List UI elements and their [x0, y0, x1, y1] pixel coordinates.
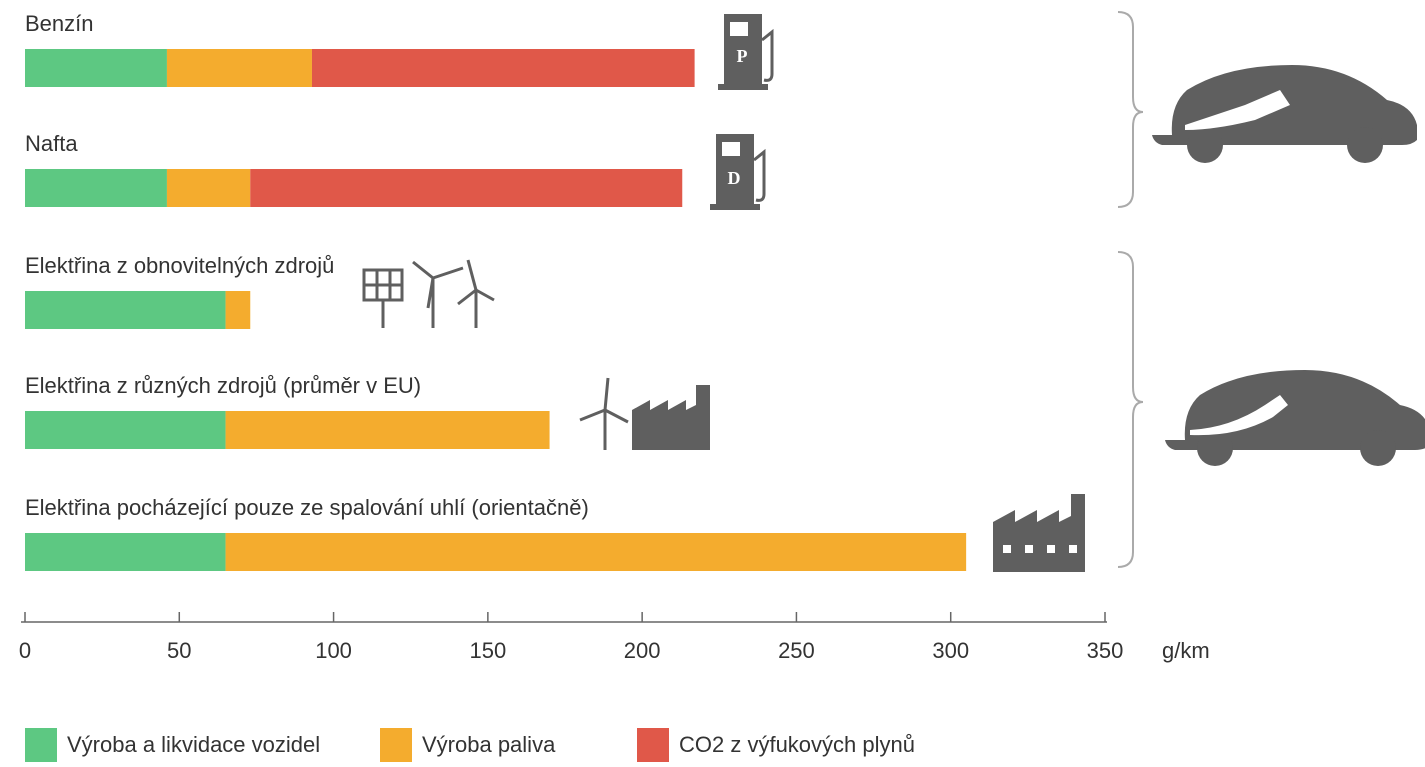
legend-label: Výroba paliva — [422, 732, 556, 757]
legend-label: CO2 z výfukových plynů — [679, 732, 915, 757]
x-tick-label: 0 — [19, 638, 31, 663]
bar-segment — [25, 533, 226, 571]
car-icon — [1152, 65, 1417, 163]
bar-segment — [25, 411, 226, 449]
x-tick-label: 350 — [1087, 638, 1124, 663]
pump-letter: D — [728, 168, 741, 188]
x-tick-label: 150 — [469, 638, 506, 663]
x-axis-label: g/km — [1162, 638, 1210, 663]
bar-segment — [167, 169, 250, 207]
bar-segment — [25, 169, 167, 207]
mix-icon — [580, 378, 710, 450]
bar-segment — [250, 169, 682, 207]
bar-segment — [226, 291, 251, 329]
bar-segment — [312, 49, 695, 87]
pump-icon: P — [718, 14, 772, 90]
brace — [1118, 12, 1143, 207]
category-label: Nafta — [25, 131, 78, 156]
renewables-icon — [364, 260, 494, 328]
bar-segment — [167, 49, 312, 87]
bar-segment — [25, 291, 226, 329]
x-tick-label: 300 — [932, 638, 969, 663]
legend-swatch — [380, 728, 412, 762]
bar-segment — [226, 411, 550, 449]
category-label: Elektřina z obnovitelných zdrojů — [25, 253, 334, 278]
x-tick-label: 50 — [167, 638, 191, 663]
category-label: Elektřina pocházející pouze ze spalování… — [25, 495, 589, 520]
factory-icon — [993, 494, 1085, 572]
car-icon — [1165, 370, 1425, 466]
x-tick-label: 100 — [315, 638, 352, 663]
pump-letter: P — [737, 46, 748, 66]
category-label: Benzín — [25, 11, 94, 36]
pump-icon: D — [710, 134, 764, 210]
brace — [1118, 252, 1143, 567]
bar-segment — [25, 49, 167, 87]
legend-label: Výroba a likvidace vozidel — [67, 732, 320, 757]
x-tick-label: 200 — [624, 638, 661, 663]
legend-swatch — [637, 728, 669, 762]
category-label: Elektřina z různých zdrojů (průměr v EU) — [25, 373, 421, 398]
legend-swatch — [25, 728, 57, 762]
chart: P D Benzín Nafta Elektřina z obnovitelných… — [0, 0, 1425, 767]
x-tick-label: 250 — [778, 638, 815, 663]
bar-segment — [226, 533, 967, 571]
